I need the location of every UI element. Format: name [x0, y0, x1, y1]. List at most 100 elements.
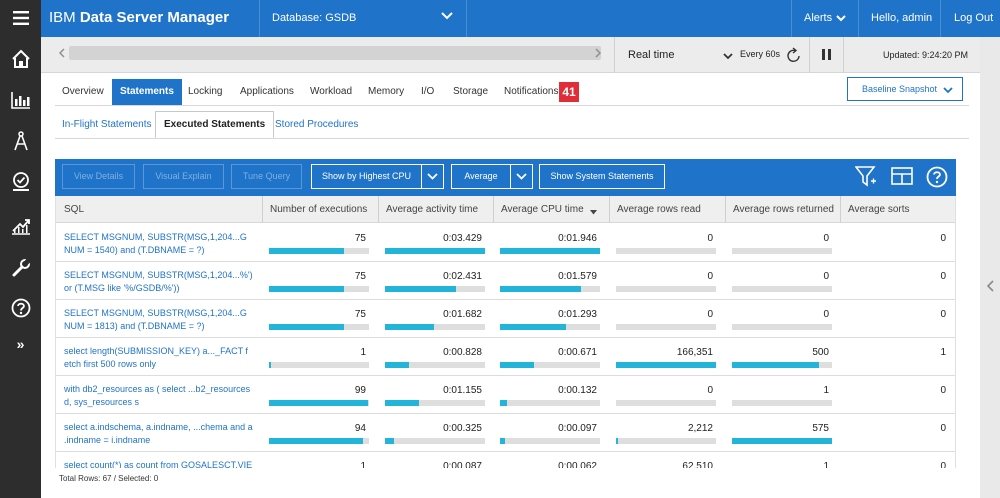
wrench-icon[interactable]	[0, 250, 41, 286]
view-details-button[interactable]: View Details	[62, 164, 135, 189]
rows-returned-bar-fill	[732, 362, 819, 368]
subtab-stored-procedures[interactable]: Stored Procedures	[275, 119, 359, 130]
user-menu[interactable]: Hello, admin	[871, 12, 933, 24]
executions-bar-fill	[269, 400, 368, 406]
tab-io[interactable]: I/O	[421, 86, 435, 97]
topbar-divider	[791, 0, 792, 37]
rows-read-value: 0	[707, 309, 713, 320]
right-panel-toggle[interactable]	[980, 37, 1000, 498]
database-label: Database: GSDB	[272, 12, 357, 24]
interval-label[interactable]: Every 60s	[740, 49, 781, 59]
mode-label: Real time	[628, 49, 675, 61]
column-header-cpu-time[interactable]: Average CPU time	[501, 204, 584, 215]
table-row[interactable]: select length(SUBMISSION_KEY) a..._FACT …	[56, 338, 955, 376]
scroll-left-icon[interactable]	[58, 47, 65, 61]
baseline-snapshot-button[interactable]: Baseline Snapshot	[847, 77, 963, 101]
menu-icon[interactable]	[0, 0, 41, 36]
tab-memory[interactable]: Memory	[368, 86, 405, 97]
compass-icon[interactable]	[0, 123, 41, 159]
statements-table: SQL Number of executions Average activit…	[55, 196, 956, 468]
sql-statement-link[interactable]: with db2_resources as ( select ...b2_res…	[64, 384, 251, 407]
timeline-scrollbar[interactable]	[69, 46, 601, 60]
tab-applications[interactable]: Applications	[240, 86, 294, 97]
column-header-activity-time[interactable]: Average activity time	[386, 204, 479, 215]
sql-statement-link[interactable]: select count(*) as count from GOSALESCT.…	[64, 460, 253, 468]
sql-statement-link[interactable]: select a.indschema, a.indname, ...chema …	[64, 422, 253, 445]
trend-icon[interactable]	[0, 208, 41, 244]
tab-statements[interactable]: Statements	[112, 79, 182, 105]
activity-time-value: 0:00.828	[443, 347, 482, 358]
subtabs-divider	[55, 138, 969, 139]
table-row[interactable]: select count(*) as count from GOSALESCT.…	[56, 452, 955, 468]
logout-link[interactable]: Log Out	[954, 12, 994, 24]
sql-statement-link[interactable]: select length(SUBMISSION_KEY) a..._FACT …	[64, 346, 248, 369]
cpu-time-value: 0:00.062	[558, 461, 597, 468]
tab-overview[interactable]: Overview	[62, 86, 104, 97]
rows-read-bar-fill	[616, 438, 618, 444]
sql-statement-link[interactable]: SELECT MSGNUM, SUBSTR(MSG,1,204...G NUM …	[64, 232, 247, 255]
control-bar: Real time Every 60s Updated: 9:24:20 PM	[41, 37, 980, 73]
cpu-time-value: 0:01.946	[558, 233, 597, 244]
activity-time-bar	[385, 362, 485, 368]
subtab-in-flight[interactable]: In-Flight Statements	[62, 119, 152, 130]
rows-read-value: 0	[707, 233, 713, 244]
mode-select[interactable]: Real time	[615, 37, 737, 73]
pause-icon[interactable]	[822, 49, 831, 63]
rows-returned-value: 0	[823, 271, 829, 282]
table-row[interactable]: SELECT MSGNUM, SUBSTR(MSG,1,204...%') or…	[56, 262, 955, 300]
table-row[interactable]: SELECT MSGNUM, SUBSTR(MSG,1,204...G NUM …	[56, 300, 955, 338]
check-badge-icon[interactable]	[0, 164, 41, 200]
show-system-statements-button[interactable]: Show System Statements	[539, 164, 665, 189]
activity-time-value: 0:02.431	[443, 271, 482, 282]
aggregate-select[interactable]: Average	[451, 164, 511, 189]
chevron-down-icon	[943, 86, 953, 96]
activity-time-bar	[385, 248, 485, 254]
cpu-time-bar	[500, 286, 600, 292]
activity-time-value: 0:01.155	[443, 385, 482, 396]
home-icon[interactable]	[0, 41, 41, 77]
column-header-rows-returned[interactable]: Average rows returned	[733, 204, 834, 215]
alerts-menu[interactable]: Alerts	[792, 0, 858, 37]
column-header-sorts[interactable]: Average sorts	[848, 204, 910, 215]
rows-read-bar	[616, 400, 716, 406]
help-icon[interactable]	[926, 166, 948, 191]
cpu-time-value: 0:00.097	[558, 423, 597, 434]
refresh-icon[interactable]	[787, 47, 801, 66]
sort-select-dropdown[interactable]	[422, 164, 444, 189]
rows-read-bar	[616, 362, 716, 368]
sql-statement-link[interactable]: SELECT MSGNUM, SUBSTR(MSG,1,204...%') or…	[64, 270, 253, 293]
cpu-time-bar-fill	[500, 324, 566, 330]
table-row[interactable]: with db2_resources as ( select ...b2_res…	[56, 376, 955, 414]
tab-notifications[interactable]: Notifications	[504, 86, 559, 97]
column-header-rows-read[interactable]: Average rows read	[617, 204, 701, 215]
sorts-value: 0	[940, 233, 946, 244]
activity-time-value: 0:01.682	[443, 309, 482, 320]
sort-select[interactable]: Show by Highest CPU	[311, 164, 422, 189]
filter-icon[interactable]	[854, 166, 879, 191]
executions-bar	[269, 400, 369, 406]
rows-returned-value: 1	[823, 461, 829, 468]
rows-returned-bar	[732, 438, 832, 444]
columns-icon[interactable]	[891, 167, 913, 188]
aggregate-select-dropdown[interactable]	[511, 164, 533, 189]
subtab-executed[interactable]: Executed Statements	[155, 111, 275, 139]
tab-storage[interactable]: Storage	[453, 86, 489, 97]
visual-explain-button[interactable]: Visual Explain	[143, 164, 224, 189]
tab-locking[interactable]: Locking	[188, 86, 223, 97]
sql-statement-link[interactable]: SELECT MSGNUM, SUBSTR(MSG,1,204...G NUM …	[64, 308, 247, 331]
rows-returned-value: 575	[812, 423, 829, 434]
help-icon[interactable]	[0, 290, 41, 326]
table-row[interactable]: select a.indschema, a.indname, ...chema …	[56, 414, 955, 452]
tune-query-button[interactable]: Tune Query	[231, 164, 302, 189]
database-selector[interactable]: Database: GSDB	[260, 0, 466, 37]
table-row[interactable]: SELECT MSGNUM, SUBSTR(MSG,1,204...G NUM …	[56, 224, 955, 262]
notification-count-badge: 41	[559, 82, 579, 102]
scroll-right-icon[interactable]	[595, 47, 602, 61]
chart-icon[interactable]	[0, 82, 41, 118]
column-header-sql[interactable]: SQL	[64, 204, 85, 215]
column-header-executions[interactable]: Number of executions	[270, 204, 368, 215]
tab-workload[interactable]: Workload	[310, 86, 353, 97]
expand-sidebar-button[interactable]: »	[0, 326, 41, 362]
cpu-time-value: 0:01.579	[558, 271, 597, 282]
activity-time-bar	[385, 286, 485, 292]
